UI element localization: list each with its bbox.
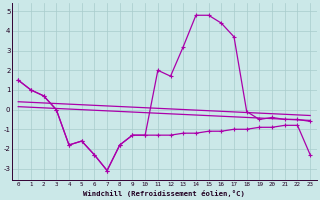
X-axis label: Windchill (Refroidissement éolien,°C): Windchill (Refroidissement éolien,°C) [83,190,245,197]
